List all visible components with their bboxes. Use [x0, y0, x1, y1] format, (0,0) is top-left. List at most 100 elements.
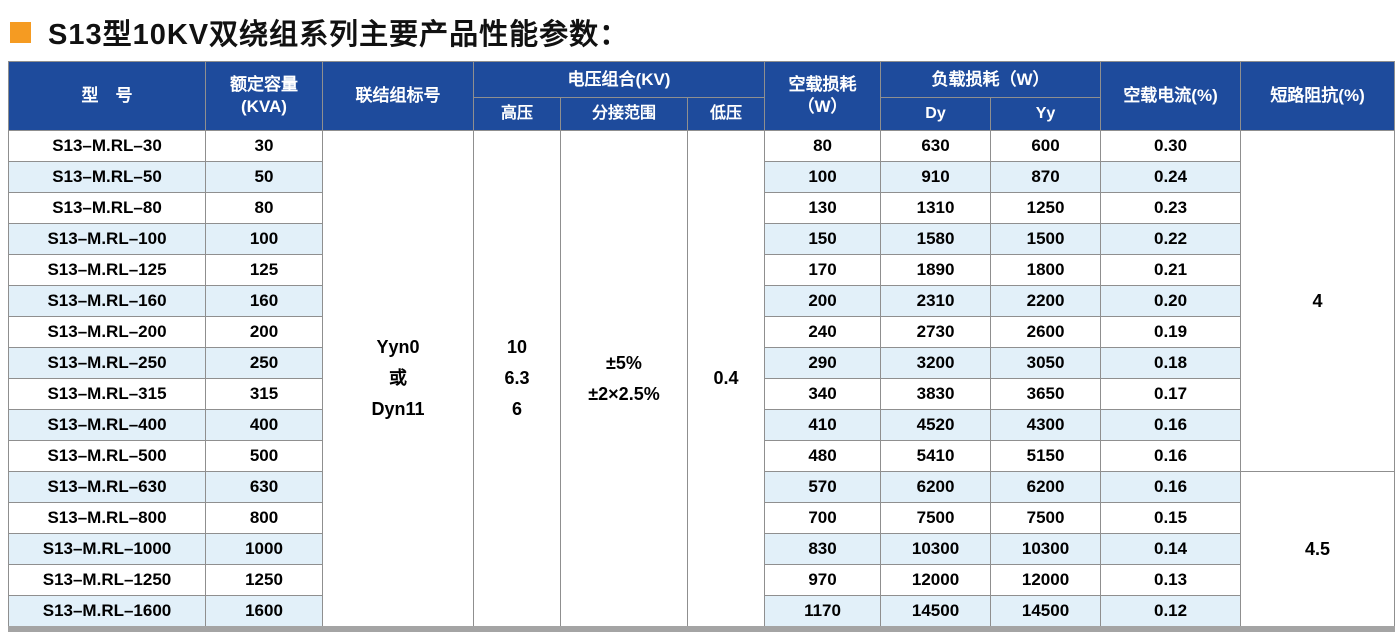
yy-cell: 2600 [990, 316, 1102, 348]
capacity-cell: 80 [205, 192, 323, 224]
no-load-loss-cell: 700 [764, 502, 882, 534]
no-load-loss-cell: 340 [764, 378, 882, 410]
dy-cell: 2310 [880, 285, 992, 317]
capacity-cell: 1250 [205, 564, 323, 596]
no-load-loss-cell: 170 [764, 254, 882, 286]
no-load-current-cell: 0.14 [1100, 533, 1242, 565]
table-row: S13–M.RL–80 80 130 1310 1250 0.23 [8, 192, 1395, 224]
table-row: S13–M.RL–1250 1250 970 12000 12000 0.13 [8, 564, 1395, 596]
page-title: S13型10KV双绕组系列主要产品性能参数： [48, 19, 630, 51]
table-row: S13–M.RL–500 500 480 5410 5150 0.16 [8, 440, 1395, 472]
yy-cell: 1500 [990, 223, 1102, 255]
table-row: S13–M.RL–800 800 700 7500 7500 0.15 [8, 502, 1395, 534]
hv-line: 10 [506, 337, 528, 357]
dy-cell: 3200 [880, 347, 992, 379]
model-cell: S13–M.RL–80 [8, 192, 206, 224]
header-lv: 低压 [686, 97, 766, 131]
header-no-load-loss-line1: 空载损耗 [788, 75, 857, 94]
yy-cell: 7500 [990, 502, 1102, 534]
dy-cell: 4520 [880, 409, 992, 441]
dy-cell: 14500 [880, 595, 992, 630]
no-load-loss-cell: 570 [764, 471, 882, 503]
model-cell: S13–M.RL–630 [8, 471, 206, 503]
header-voltage-combination: 电压组合(KV) [472, 61, 766, 98]
no-load-current-cell: 0.12 [1100, 595, 1242, 630]
tap-range-values: ±5% ±2×2.5% [560, 130, 688, 630]
no-load-current-cell: 0.30 [1100, 130, 1242, 162]
capacity-cell: 500 [205, 440, 323, 472]
capacity-cell: 250 [205, 347, 323, 379]
no-load-current-cell: 0.24 [1100, 161, 1242, 193]
yy-cell: 14500 [990, 595, 1102, 630]
table-row: S13–M.RL–315 315 340 3830 3650 0.17 [8, 378, 1395, 410]
no-load-loss-cell: 200 [764, 285, 882, 317]
no-load-loss-cell: 290 [764, 347, 882, 379]
header-model: 型 号 [8, 61, 206, 131]
no-load-loss-cell: 830 [764, 533, 882, 565]
dy-cell: 10300 [880, 533, 992, 565]
model-cell: S13–M.RL–1000 [8, 533, 206, 565]
model-cell: S13–M.RL–250 [8, 347, 206, 379]
model-cell: S13–M.RL–1250 [8, 564, 206, 596]
yy-cell: 4300 [990, 409, 1102, 441]
table-body: S13–M.RL–30 30 Yyn0 或 Dyn11 10 6.3 6 ±5%… [8, 130, 1396, 630]
yy-cell: 870 [990, 161, 1102, 193]
model-cell: S13–M.RL–315 [8, 378, 206, 410]
hv-line: 6.3 [504, 368, 530, 388]
yy-cell: 6200 [990, 471, 1102, 503]
header-short-circuit-impedance: 短路阻抗(%) [1240, 61, 1396, 131]
header-dy: Dy [880, 97, 992, 131]
capacity-cell: 160 [205, 285, 323, 317]
yy-cell: 1250 [990, 192, 1102, 224]
dy-cell: 910 [880, 161, 992, 193]
header-rated-capacity: 额定容量 (KVA) [205, 61, 323, 131]
yy-cell: 10300 [990, 533, 1102, 565]
no-load-current-cell: 0.20 [1100, 285, 1242, 317]
model-cell: S13–M.RL–30 [8, 130, 206, 162]
connection-group-value: Yyn0 或 Dyn11 [322, 130, 474, 630]
yy-cell: 5150 [990, 440, 1102, 472]
no-load-current-cell: 0.16 [1100, 409, 1242, 441]
no-load-current-cell: 0.17 [1100, 378, 1242, 410]
header-load-loss: 负载损耗（W） [880, 61, 1102, 98]
no-load-loss-cell: 100 [764, 161, 882, 193]
yy-cell: 600 [990, 130, 1102, 162]
no-load-current-cell: 0.15 [1100, 502, 1242, 534]
no-load-loss-cell: 970 [764, 564, 882, 596]
capacity-cell: 315 [205, 378, 323, 410]
yy-cell: 3050 [990, 347, 1102, 379]
table-header: 型 号 额定容量 (KVA) 联结组标号 电压组合(KV) 空载损耗 （W） 负… [8, 61, 1396, 131]
table-row: S13–M.RL–30 30 Yyn0 或 Dyn11 10 6.3 6 ±5%… [8, 130, 1396, 630]
no-load-current-cell: 0.19 [1100, 316, 1242, 348]
lv-value: 0.4 [686, 130, 766, 630]
connection-group-line: Yyn0 [376, 337, 420, 357]
dy-cell: 1890 [880, 254, 992, 286]
header-yy: Yy [990, 97, 1102, 131]
dy-cell: 5410 [880, 440, 992, 472]
model-cell: S13–M.RL–800 [8, 502, 206, 534]
capacity-cell: 125 [205, 254, 323, 286]
capacity-cell: 800 [205, 502, 323, 534]
capacity-cell: 630 [205, 471, 323, 503]
no-load-loss-cell: 240 [764, 316, 882, 348]
no-load-current-cell: 0.16 [1100, 471, 1242, 503]
product-spec-table: 型 号 额定容量 (KVA) 联结组标号 电压组合(KV) 空载损耗 （W） 负… [8, 61, 1396, 632]
no-load-current-cell: 0.23 [1100, 192, 1242, 224]
no-load-loss-cell: 410 [764, 409, 882, 441]
table-row: S13–M.RL–125 125 170 1890 1800 0.21 [8, 254, 1395, 286]
model-cell: S13–M.RL–1600 [8, 595, 206, 630]
model-cell: S13–M.RL–500 [8, 440, 206, 472]
capacity-cell: 400 [205, 409, 323, 441]
dy-cell: 3830 [880, 378, 992, 410]
tap-range-line: ±5% [606, 352, 642, 373]
connection-group-line: Dyn11 [371, 399, 425, 419]
capacity-cell: 30 [205, 130, 323, 162]
header-no-load-loss: 空载损耗 （W） [764, 61, 882, 131]
no-load-loss-cell: 1170 [764, 595, 882, 630]
header-connection-group: 联结组标号 [322, 61, 474, 131]
dy-cell: 1310 [880, 192, 992, 224]
no-load-current-cell: 0.22 [1100, 223, 1242, 255]
tap-range-line: ±2×2.5% [588, 383, 660, 404]
model-cell: S13–M.RL–160 [8, 285, 206, 317]
dy-cell: 12000 [880, 564, 992, 596]
